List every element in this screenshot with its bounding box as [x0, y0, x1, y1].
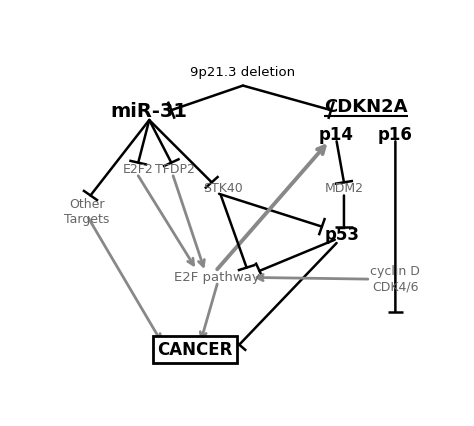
- Text: TFDP2: TFDP2: [155, 163, 195, 176]
- Text: p53: p53: [325, 226, 360, 244]
- Text: E2F pathway: E2F pathway: [174, 271, 260, 284]
- Text: STK40: STK40: [203, 182, 243, 196]
- Text: E2F2: E2F2: [123, 163, 154, 176]
- Text: p14: p14: [319, 126, 354, 144]
- Text: miR-31: miR-31: [111, 102, 188, 121]
- Text: 9p21.3 deletion: 9p21.3 deletion: [191, 66, 295, 79]
- Text: p16: p16: [378, 126, 413, 144]
- Text: CANCER: CANCER: [157, 341, 233, 359]
- Text: CDKN2A: CDKN2A: [324, 98, 408, 116]
- Text: MDM2: MDM2: [324, 182, 364, 196]
- Text: cyclin D
CDK4/6: cyclin D CDK4/6: [371, 265, 420, 293]
- Text: Other
Targets: Other Targets: [64, 198, 109, 226]
